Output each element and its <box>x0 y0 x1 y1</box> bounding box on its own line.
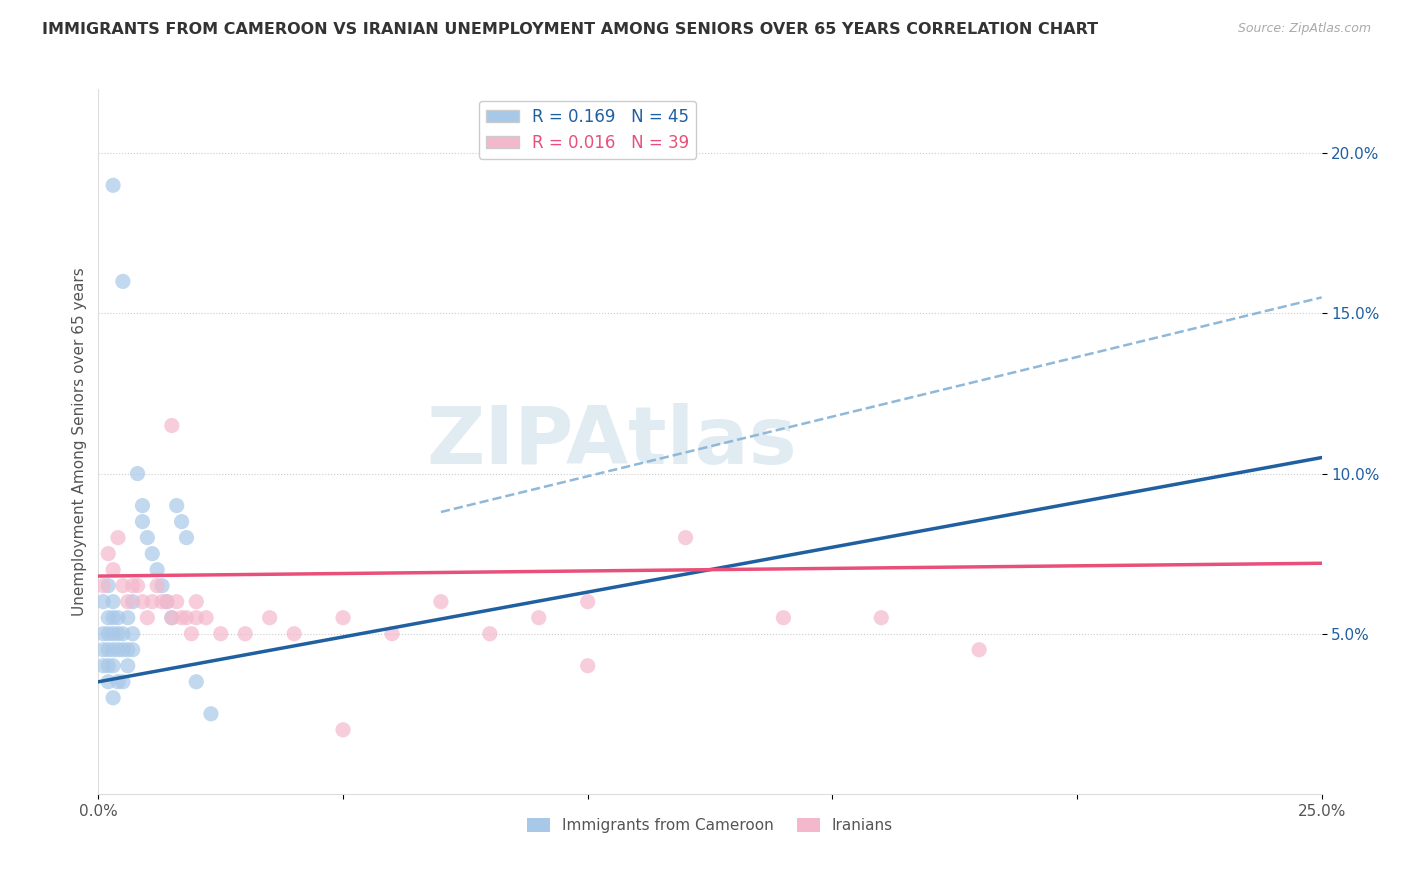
Point <box>101 178 124 193</box>
Point <box>156 595 179 609</box>
Point <box>91 658 114 673</box>
Point <box>186 595 208 609</box>
Point <box>91 626 114 640</box>
Point <box>160 418 183 433</box>
Point <box>97 610 120 624</box>
Point <box>107 531 129 545</box>
Point <box>131 499 153 513</box>
Point <box>967 642 990 657</box>
Point <box>101 595 124 609</box>
Point <box>121 595 143 609</box>
Point <box>107 626 129 640</box>
Point <box>127 467 149 481</box>
Point <box>111 274 134 288</box>
Point <box>200 706 222 721</box>
Text: IMMIGRANTS FROM CAMEROON VS IRANIAN UNEMPLOYMENT AMONG SENIORS OVER 65 YEARS COR: IMMIGRANTS FROM CAMEROON VS IRANIAN UNEM… <box>42 22 1098 37</box>
Point <box>101 658 124 673</box>
Point <box>576 595 599 609</box>
Point <box>527 610 550 624</box>
Point <box>430 595 453 609</box>
Point <box>136 610 159 624</box>
Point <box>107 674 129 689</box>
Point <box>209 626 232 640</box>
Point <box>121 642 143 657</box>
Point <box>186 610 208 624</box>
Point <box>381 626 404 640</box>
Y-axis label: Unemployment Among Seniors over 65 years: Unemployment Among Seniors over 65 years <box>72 268 87 615</box>
Point <box>111 674 134 689</box>
Point <box>117 610 139 624</box>
Point <box>332 723 354 737</box>
Point <box>131 515 153 529</box>
Point <box>121 579 143 593</box>
Point <box>91 579 114 593</box>
Point <box>772 610 794 624</box>
Point <box>576 658 599 673</box>
Point <box>141 547 163 561</box>
Point <box>150 595 173 609</box>
Point <box>91 642 114 657</box>
Point <box>160 610 183 624</box>
Point <box>136 531 159 545</box>
Point <box>478 626 501 640</box>
Point <box>141 595 163 609</box>
Point <box>121 626 143 640</box>
Text: ZIPAtlas: ZIPAtlas <box>427 402 797 481</box>
Point <box>91 595 114 609</box>
Point <box>117 658 139 673</box>
Point <box>156 595 179 609</box>
Point <box>166 595 188 609</box>
Point <box>166 499 188 513</box>
Point <box>117 595 139 609</box>
Point <box>111 579 134 593</box>
Point <box>170 610 193 624</box>
Point <box>150 579 173 593</box>
Point <box>97 658 120 673</box>
Point <box>97 579 120 593</box>
Point <box>146 563 169 577</box>
Point <box>131 595 153 609</box>
Legend: Immigrants from Cameroon, Iranians: Immigrants from Cameroon, Iranians <box>520 812 900 839</box>
Point <box>97 547 120 561</box>
Point <box>97 626 120 640</box>
Point <box>332 610 354 624</box>
Point <box>97 642 120 657</box>
Point <box>170 515 193 529</box>
Point <box>233 626 256 640</box>
Point <box>146 579 169 593</box>
Point <box>176 531 198 545</box>
Point <box>259 610 281 624</box>
Point <box>283 626 305 640</box>
Point <box>111 626 134 640</box>
Point <box>107 610 129 624</box>
Point <box>180 626 202 640</box>
Point <box>101 563 124 577</box>
Point <box>127 579 149 593</box>
Point <box>160 610 183 624</box>
Point <box>111 642 134 657</box>
Point <box>186 674 208 689</box>
Point <box>176 610 198 624</box>
Point <box>107 642 129 657</box>
Point <box>101 642 124 657</box>
Point <box>675 531 697 545</box>
Point <box>870 610 893 624</box>
Point <box>101 626 124 640</box>
Point <box>117 642 139 657</box>
Point <box>97 674 120 689</box>
Point <box>195 610 218 624</box>
Point <box>101 610 124 624</box>
Point <box>101 690 124 705</box>
Text: Source: ZipAtlas.com: Source: ZipAtlas.com <box>1237 22 1371 36</box>
